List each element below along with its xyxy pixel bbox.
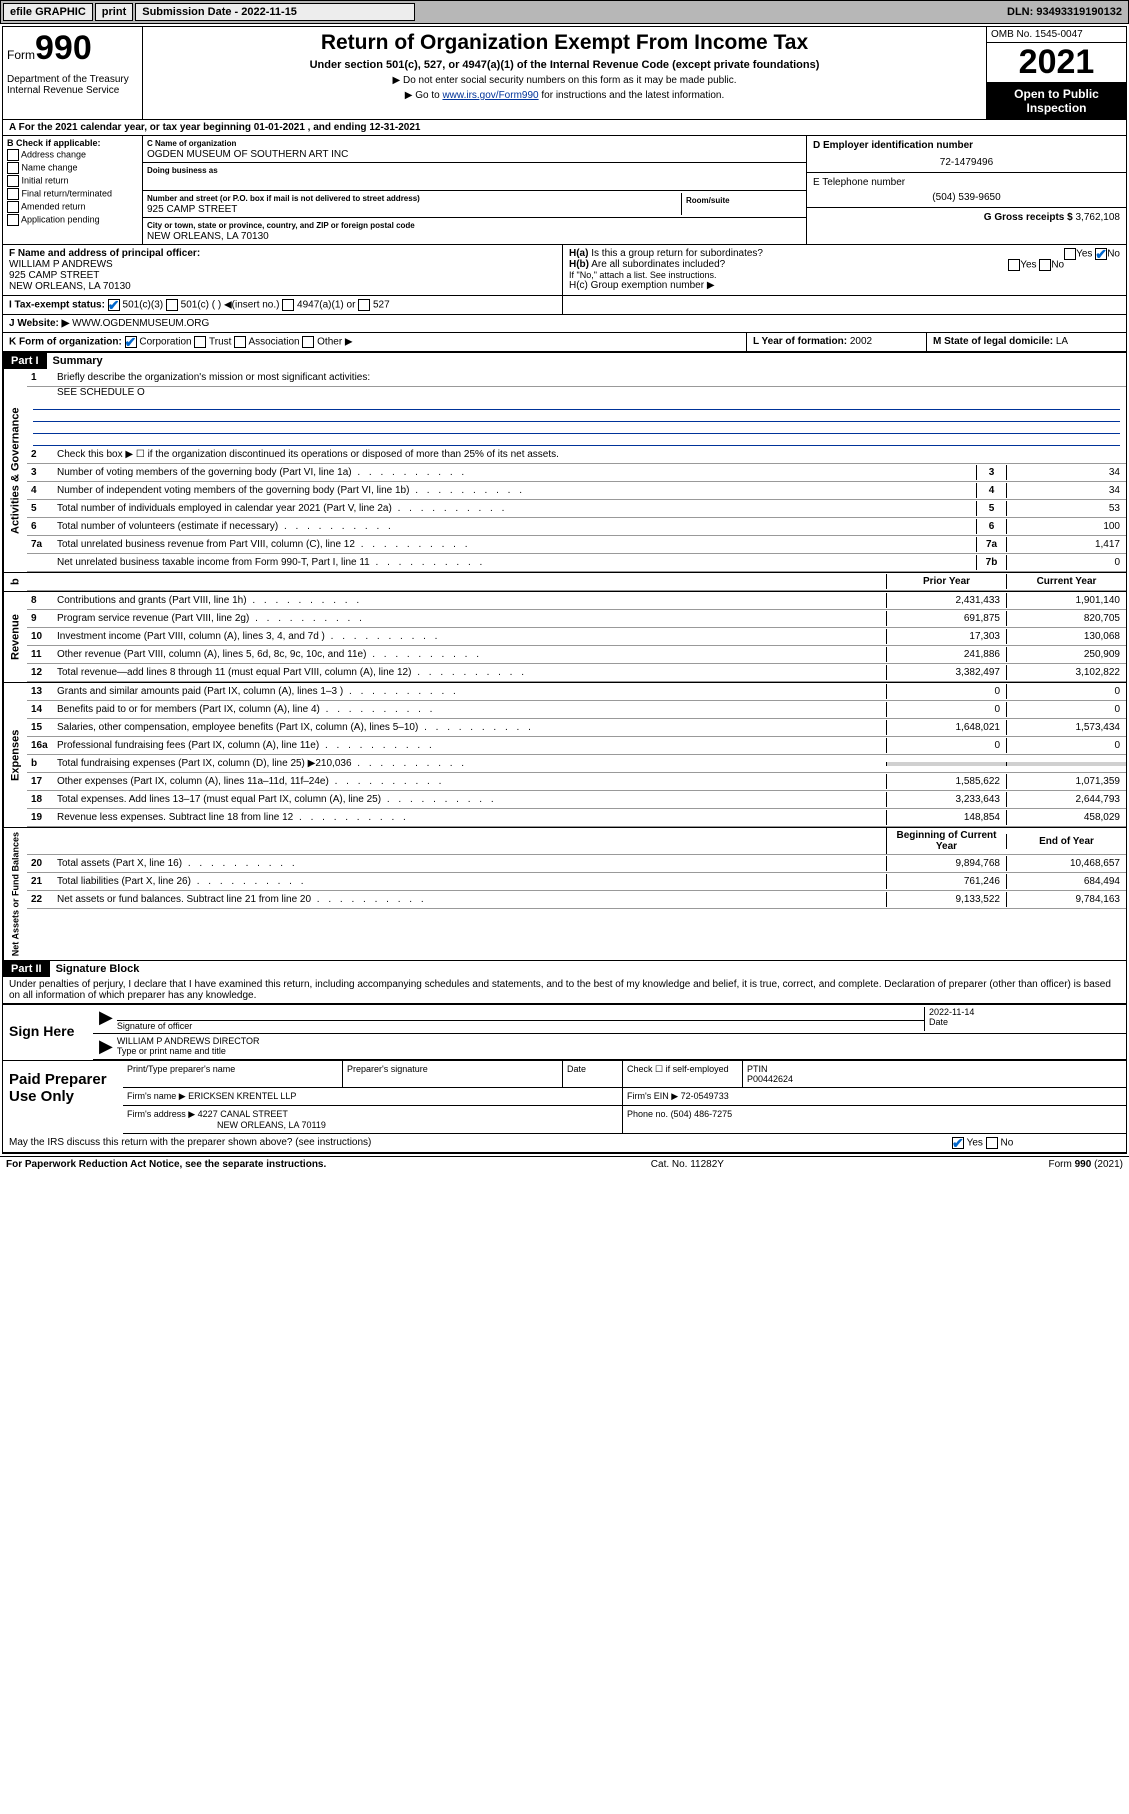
form-number-cell: Form990 Department of the Treasury Inter… [3, 27, 143, 119]
col-right-ids: D Employer identification number72-14794… [806, 136, 1126, 244]
year-cell: OMB No. 1545-0047 2021 Open to Public In… [986, 27, 1126, 119]
line-9-current: 820,705 [1006, 611, 1126, 626]
efile-button[interactable]: efile GRAPHIC [3, 3, 93, 21]
org-street: 925 CAMP STREET [147, 204, 237, 215]
line-16a-prior: 0 [886, 738, 1006, 753]
line-9-prior: 691,875 [886, 611, 1006, 626]
line-15-current: 1,573,434 [1006, 720, 1126, 735]
line-11-prior: 241,886 [886, 647, 1006, 662]
line-13-current: 0 [1006, 684, 1126, 699]
dept-label: Department of the Treasury Internal Reve… [7, 74, 138, 96]
line-21-prior: 761,246 [886, 874, 1006, 889]
officer-name: WILLIAM P ANDREWS [9, 259, 113, 270]
line-8-prior: 2,431,433 [886, 593, 1006, 608]
submission-date-field: Submission Date - 2022-11-15 [135, 3, 415, 21]
declaration-text: Under penalties of perjury, I declare th… [3, 977, 1126, 1004]
sidelabel-revenue: Revenue [3, 592, 27, 682]
line-12-current: 3,102,822 [1006, 665, 1126, 680]
line-3-value: 34 [1006, 465, 1126, 480]
line-13-prior: 0 [886, 684, 1006, 699]
line-10-current: 130,068 [1006, 629, 1126, 644]
line-20-prior: 9,894,768 [886, 856, 1006, 871]
ptin: P00442624 [747, 1074, 793, 1084]
line-5-value: 53 [1006, 501, 1126, 516]
line-22-prior: 9,133,522 [886, 892, 1006, 907]
gross-receipts: 3,762,108 [1076, 212, 1121, 223]
line-11-current: 250,909 [1006, 647, 1126, 662]
ein-value: 72-1479496 [813, 151, 1120, 168]
line-10-prior: 17,303 [886, 629, 1006, 644]
phone-value: (504) 539-9650 [813, 188, 1120, 203]
col-b-checkboxes: B Check if applicable: Address change Na… [3, 136, 143, 244]
line-15-prior: 1,648,021 [886, 720, 1006, 735]
line-14-prior: 0 [886, 702, 1006, 717]
form-body: Form990 Department of the Treasury Inter… [2, 26, 1127, 1154]
line-b-prior [886, 762, 1006, 766]
line-22-current: 9,784,163 [1006, 892, 1126, 907]
form-title: Return of Organization Exempt From Incom… [147, 31, 982, 55]
line-16a-current: 0 [1006, 738, 1126, 753]
sign-date: 2022-11-14 [929, 1007, 1124, 1017]
line-12-prior: 3,382,497 [886, 665, 1006, 680]
row-a-tax-year: A For the 2021 calendar year, or tax yea… [3, 120, 1126, 136]
print-button[interactable]: print [95, 3, 133, 21]
website: WWW.OGDENMUSEUM.ORG [72, 318, 209, 329]
officer-name-title: WILLIAM P ANDREWS DIRECTOR [117, 1036, 1124, 1046]
top-toolbar: efile GRAPHIC print Submission Date - 20… [0, 0, 1129, 24]
line-7b-value: 0 [1006, 555, 1126, 570]
irs-link[interactable]: www.irs.gov/Form990 [442, 90, 538, 101]
sign-here-label: Sign Here [3, 1005, 93, 1060]
paid-preparer-label: Paid Preparer Use Only [3, 1061, 123, 1134]
firm-phone: (504) 486-7275 [671, 1109, 733, 1119]
line-14-current: 0 [1006, 702, 1126, 717]
line-7a-value: 1,417 [1006, 537, 1126, 552]
line-18-prior: 3,233,643 [886, 792, 1006, 807]
line-18-current: 2,644,793 [1006, 792, 1126, 807]
line-4-value: 34 [1006, 483, 1126, 498]
org-name: OGDEN MUSEUM OF SOUTHERN ART INC [147, 149, 348, 160]
page-footer: For Paperwork Reduction Act Notice, see … [0, 1156, 1129, 1172]
line-17-current: 1,071,359 [1006, 774, 1126, 789]
form-title-cell: Return of Organization Exempt From Incom… [143, 27, 986, 119]
line-19-current: 458,029 [1006, 810, 1126, 825]
col-c-org-info: C Name of organizationOGDEN MUSEUM OF SO… [143, 136, 806, 244]
sidelabel-expenses: Expenses [3, 683, 27, 827]
firm-ein: 72-0549733 [681, 1091, 729, 1101]
part1-header: Part I [3, 353, 47, 369]
line-19-prior: 148,854 [886, 810, 1006, 825]
line-20-current: 10,468,657 [1006, 856, 1126, 871]
line-6-value: 100 [1006, 519, 1126, 534]
org-city: NEW ORLEANS, LA 70130 [147, 231, 269, 242]
line-17-prior: 1,585,622 [886, 774, 1006, 789]
line-b-current [1006, 762, 1126, 766]
part2-header: Part II [3, 961, 50, 977]
sidelabel-governance: Activities & Governance [3, 369, 27, 572]
firm-name: ERICKSEN KRENTEL LLP [188, 1091, 296, 1101]
line-8-current: 1,901,140 [1006, 593, 1126, 608]
dln-label: DLN: 93493319190132 [1007, 6, 1126, 18]
sidelabel-netassets: Net Assets or Fund Balances [3, 828, 27, 960]
mission-text: SEE SCHEDULE O [27, 387, 1126, 398]
line-21-current: 684,494 [1006, 874, 1126, 889]
